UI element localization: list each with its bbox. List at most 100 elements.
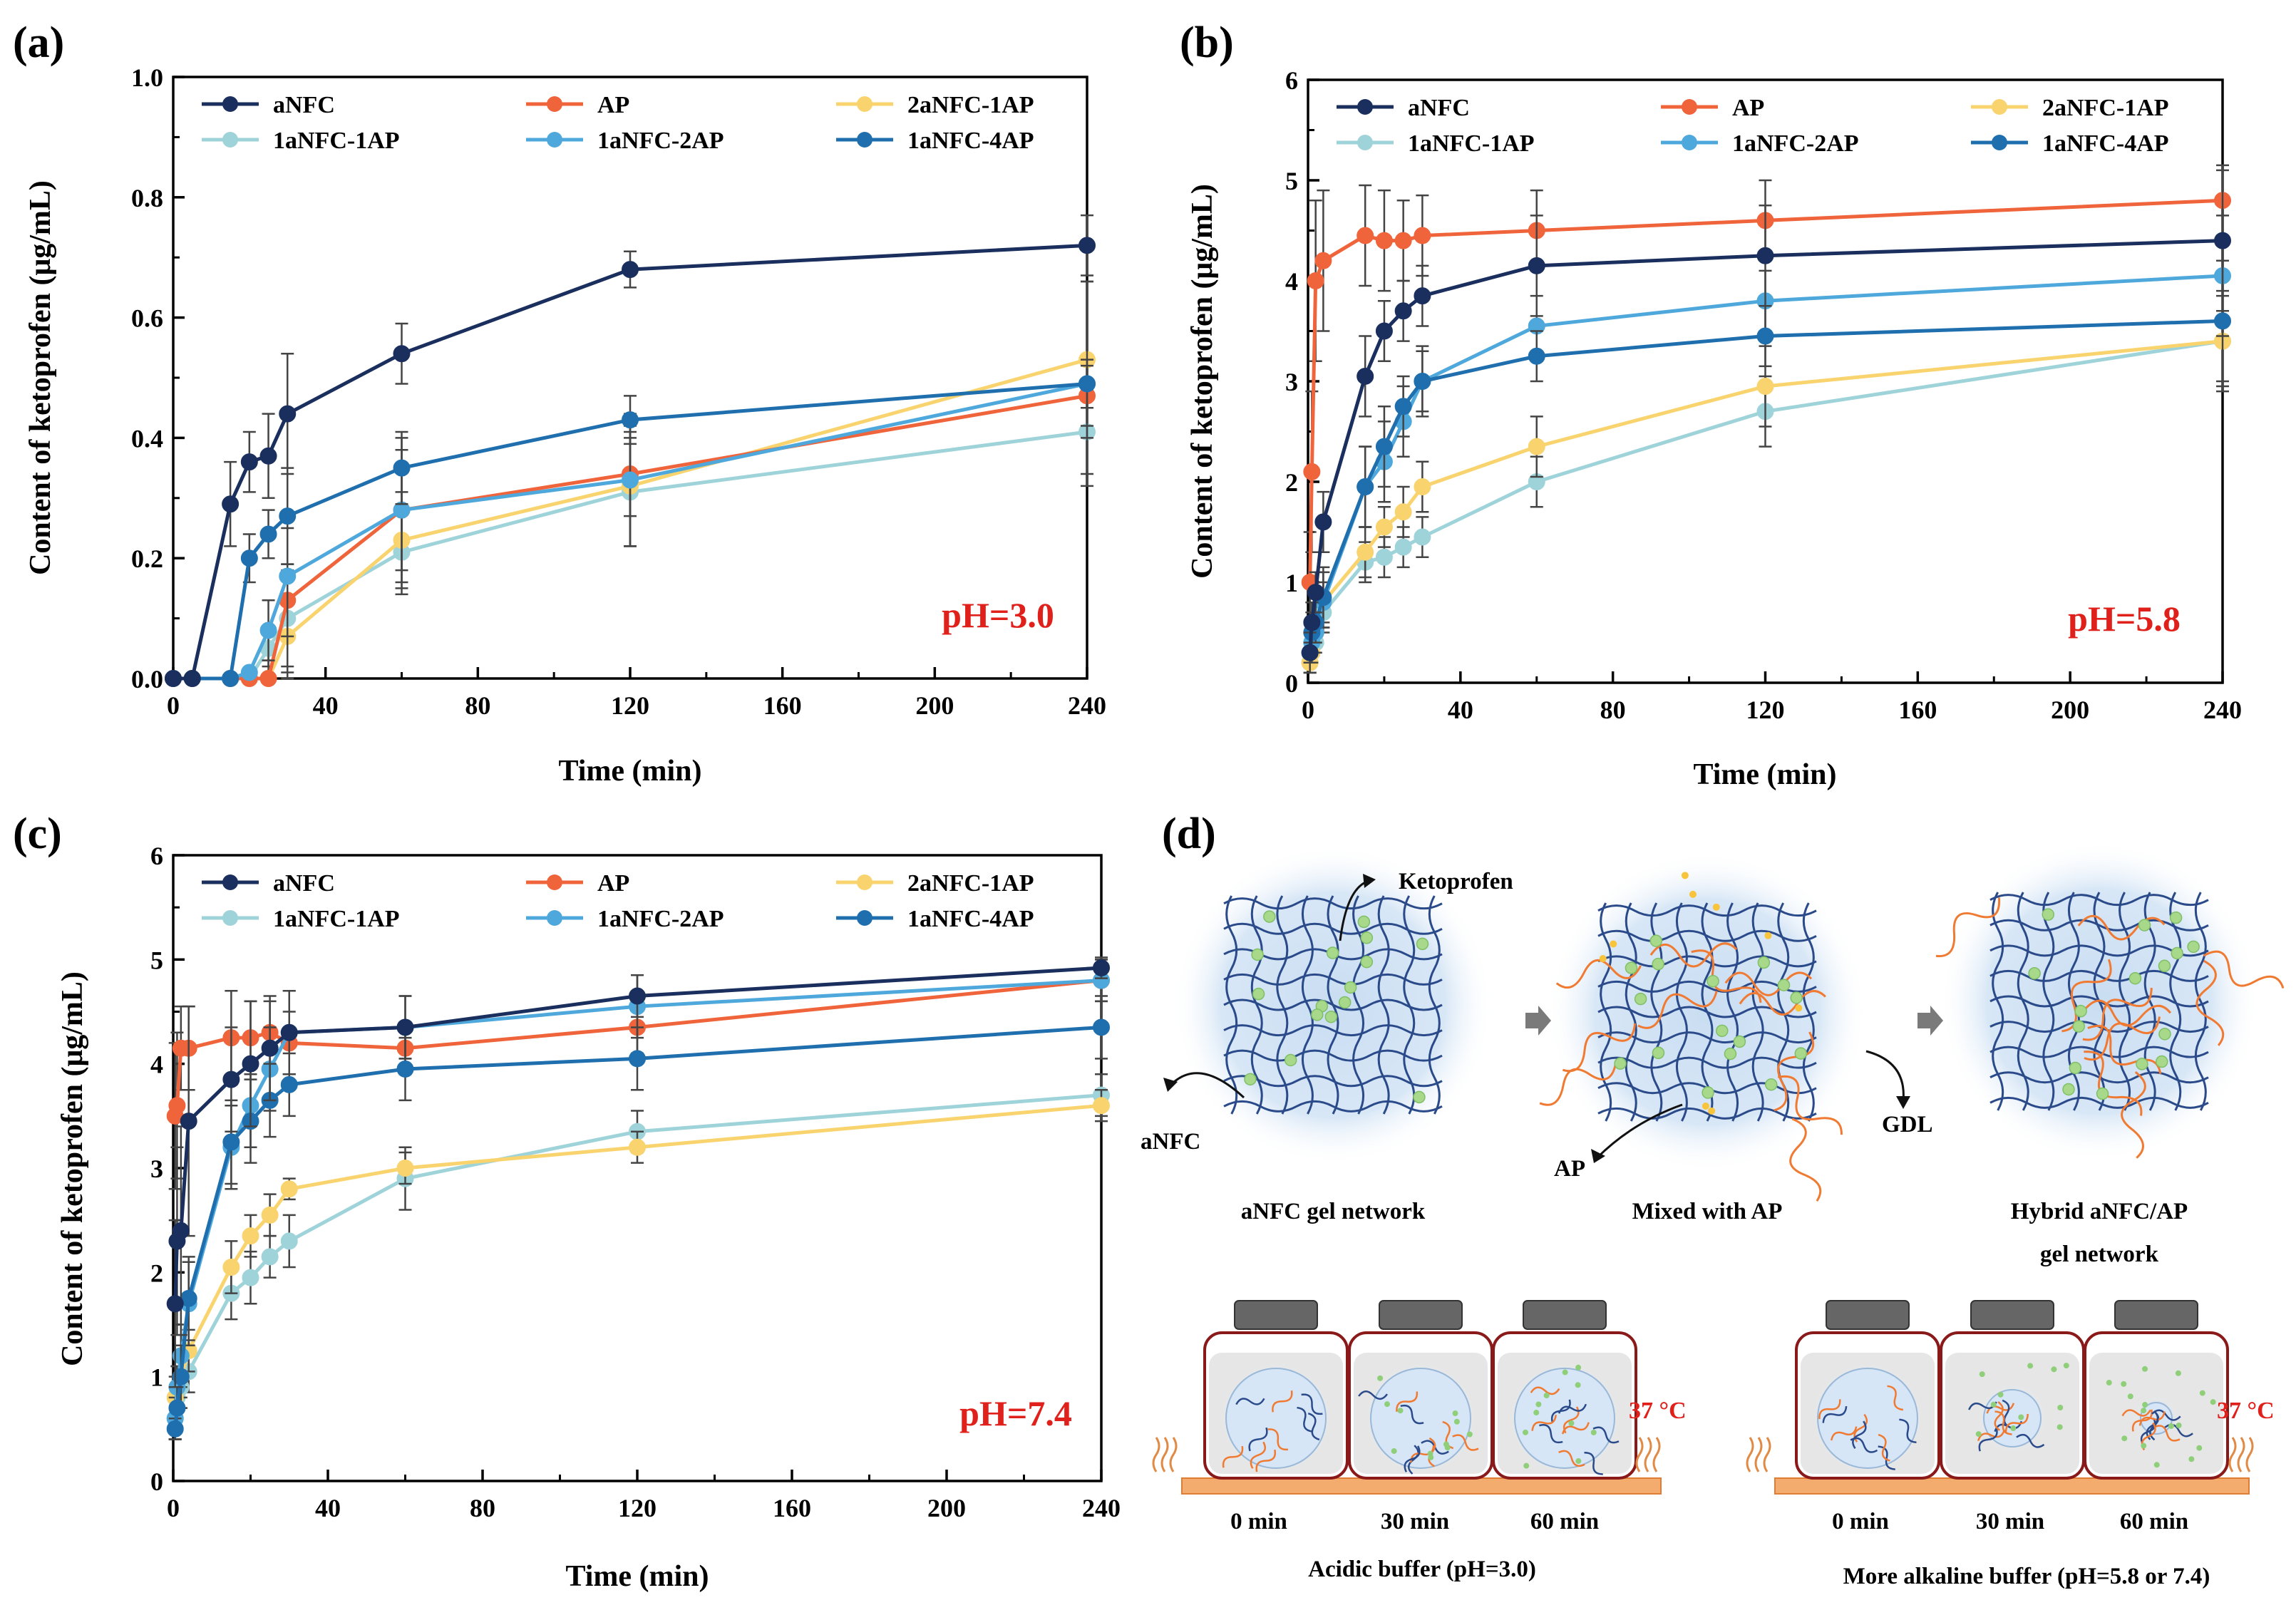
released-drug-dot <box>2142 1402 2148 1408</box>
ketoprofen-dot <box>1757 956 1771 969</box>
ap-chain <box>1789 1118 1822 1202</box>
data-point <box>279 507 297 525</box>
ap-label: AP <box>1554 1156 1585 1182</box>
arrow-right-icon <box>1917 1006 1943 1036</box>
anfc-fiber <box>1276 895 1289 1115</box>
x-tick-label: 80 <box>465 691 490 720</box>
released-drug-dot <box>2051 1366 2057 1373</box>
data-point <box>2214 232 2231 249</box>
legend-item: AP <box>526 92 629 118</box>
legend-item: 1aNFC-4AP <box>836 906 1034 932</box>
released-drug-dot <box>2063 1363 2069 1369</box>
anfc-fiber <box>2017 892 2029 1111</box>
ketoprofen-dot <box>2187 940 2200 954</box>
fiber-segment <box>1452 1434 1479 1451</box>
data-point <box>259 621 277 639</box>
legend-item: aNFC <box>202 870 335 897</box>
temperature-label-alkaline: 37 °C <box>2217 1398 2275 1424</box>
released-drug-dot <box>2188 1456 2195 1462</box>
jar-group-acidic <box>1203 1300 1637 1480</box>
ketoprofen-dot <box>1416 937 1429 951</box>
data-point <box>1414 528 1431 546</box>
ketoprofen-dot <box>1263 910 1276 923</box>
released-drug-dot <box>2127 1393 2133 1400</box>
legend-swatch-marker <box>1682 99 1697 115</box>
x-tick-label: 40 <box>313 691 339 720</box>
time-label-0min-acidic: 0 min <box>1230 1509 1287 1534</box>
fiber-network <box>1539 872 1843 1202</box>
y-tick-label: 0.8 <box>131 184 163 212</box>
data-point <box>242 1269 259 1286</box>
anfc-fiber <box>1403 895 1416 1115</box>
y-axis-label: Content of ketoprofen (μg/mL) <box>24 180 57 575</box>
legend-label: 2aNFC-1AP <box>907 92 1034 118</box>
data-point <box>1093 1097 1110 1115</box>
chart-panel-a: (a) 0 40 80 120 160 200 240 0.0 0.2 0.4 0.6 0.8 1.0 Ti… <box>13 19 1106 788</box>
jar-lid <box>2114 1300 2198 1330</box>
ketoprofen-dot <box>1790 991 1803 1004</box>
data-point <box>1528 347 1545 365</box>
arrow-right-icon <box>1525 1006 1551 1036</box>
data-point <box>1357 227 1374 244</box>
legend-item: 2aNFC-1AP <box>1971 95 2169 121</box>
data-point <box>1394 232 1412 249</box>
data-point <box>1093 1018 1110 1036</box>
data-point <box>1303 463 1321 480</box>
legend: aNFC AP 2aNFC-1AP 1aNFC-1AP 1aNFC-2AP 1aNFC-4… <box>1337 95 2169 157</box>
legend-label: 1aNFC-4AP <box>907 906 1034 932</box>
legend-item: 1aNFC-4AP <box>836 128 1034 154</box>
legend-swatch-marker <box>1682 135 1697 150</box>
y-tick-label: 1 <box>1285 569 1298 597</box>
legend-swatch-marker <box>1992 99 2007 115</box>
x-tick-label: 200 <box>927 1494 966 1522</box>
data-point <box>396 1160 414 1177</box>
released-drug-dot <box>2142 1366 2148 1372</box>
anfc-fiber <box>1675 902 1688 1122</box>
ketoprofen-dot <box>2128 971 2142 985</box>
released-drug-dot <box>1377 1375 1384 1381</box>
schematic-panel-d: (d) Ketoprofen aNFC AP GDL aNFC gel netw… <box>1141 810 2285 1589</box>
ketoprofen-dot <box>1360 955 1374 969</box>
data-point <box>1314 513 1332 531</box>
gel-sphere <box>1514 1368 1615 1469</box>
legend-label: 1aNFC-1AP <box>1408 130 1535 157</box>
x-tick-label: 40 <box>1448 696 1473 724</box>
ketoprofen-dot <box>1251 948 1264 961</box>
data-point <box>166 1420 184 1438</box>
data-point <box>622 411 639 429</box>
ap-chain <box>2077 914 2166 941</box>
data-point <box>280 1075 298 1093</box>
ketoprofen-dot <box>1649 934 1663 947</box>
legend-item: 1aNFC-4AP <box>1971 130 2169 157</box>
released-drug-dot <box>1562 1369 1568 1376</box>
released-drug-dot <box>1533 1410 1540 1416</box>
time-label-60min-alkaline: 60 min <box>2120 1509 2188 1534</box>
legend-label: 1aNFC-2AP <box>597 906 724 932</box>
ketoprofen-dot <box>1311 1008 1324 1021</box>
fiber-segment <box>1852 1420 1867 1449</box>
data-point <box>629 987 646 1005</box>
anfc-fiber <box>1352 895 1365 1115</box>
series-line <box>173 979 1102 1419</box>
released-drug-dot <box>2176 1423 2182 1429</box>
released-drug-dot <box>1523 1462 1530 1469</box>
ap-chain <box>1935 897 2001 958</box>
ap-chain <box>2203 950 2285 989</box>
fiber-segment <box>1404 1445 1421 1472</box>
released-drug-dot <box>2121 1435 2128 1442</box>
anfc-fiber <box>1597 929 1817 942</box>
released-drug-dot <box>1397 1408 1404 1414</box>
data-point <box>1357 478 1374 496</box>
legend-label: aNFC <box>1408 95 1470 121</box>
series-1aNFC-2AP <box>1301 215 2231 664</box>
gdl-dot <box>1689 890 1697 898</box>
data-point <box>259 447 277 465</box>
ketoprofen-dot <box>2072 1020 2085 1033</box>
data-point <box>168 1399 186 1417</box>
legend-swatch-marker <box>1992 135 2007 150</box>
anfc-fiber <box>1597 955 1817 968</box>
data-point <box>240 453 258 471</box>
fiber-segment <box>1978 1428 1998 1452</box>
fiber-segment <box>1887 1385 1904 1411</box>
heat-wave-icon <box>1635 1437 1644 1472</box>
